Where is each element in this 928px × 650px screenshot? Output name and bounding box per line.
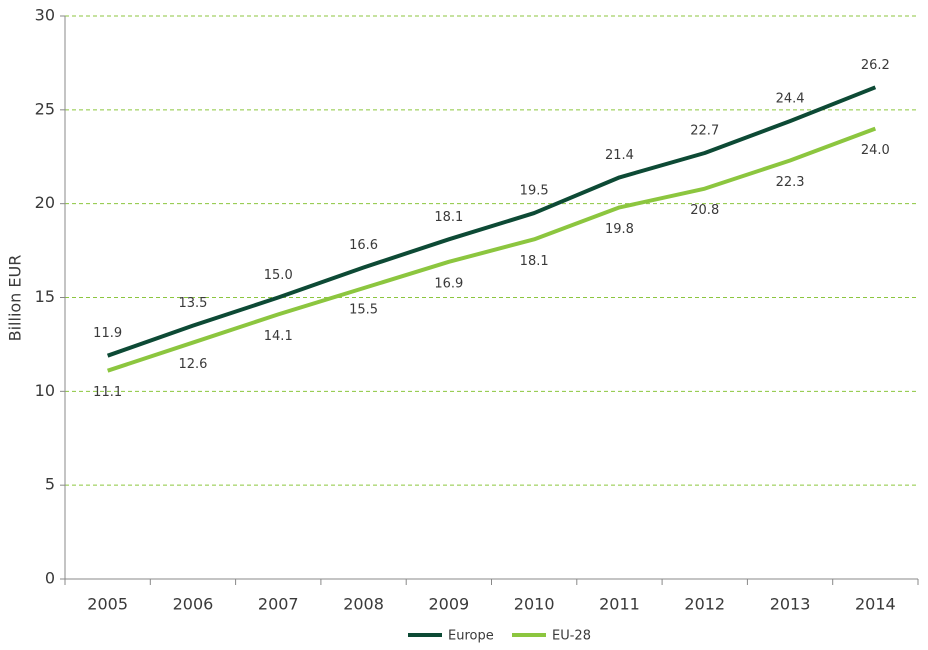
data-label: 22.3 [776,175,805,190]
x-tick-label: 2005 [87,595,128,614]
x-tick-label: 2011 [599,595,640,614]
y-tick-label: 30 [35,6,55,25]
y-tick-label: 10 [35,381,55,400]
y-tick-label: 15 [35,287,55,306]
legend-label: EU-28 [552,629,591,644]
data-label: 24.4 [776,92,805,107]
data-label: 14.1 [264,329,293,344]
x-tick-label: 2014 [855,595,896,614]
x-tick-label: 2006 [173,595,214,614]
x-tick-label: 2009 [428,595,469,614]
data-label: 19.8 [605,222,634,237]
data-label: 15.5 [349,303,378,318]
x-tick-label: 2013 [770,595,811,614]
data-label: 21.4 [605,148,634,163]
data-label: 11.1 [93,385,122,400]
legend-label: Europe [448,629,494,644]
data-label: 16.9 [434,276,463,291]
data-label: 16.6 [349,238,378,253]
data-label: 13.5 [178,296,207,311]
data-label: 20.8 [690,203,719,218]
data-label: 22.7 [690,123,719,138]
y-tick-label: 20 [35,193,55,212]
series-line [106,85,877,358]
x-tick-label: 2012 [684,595,725,614]
x-tick-label: 2008 [343,595,384,614]
data-label: 19.5 [520,184,549,199]
data-label: 24.0 [861,143,890,158]
y-tick-label: 0 [45,569,55,588]
data-label: 12.6 [178,357,207,372]
y-axis-label: Billion EUR [6,255,25,342]
data-label: 15.0 [264,268,293,283]
data-label: 18.1 [434,210,463,225]
y-tick-label: 5 [45,475,55,494]
x-tick-label: 2007 [258,595,299,614]
y-tick-label: 25 [35,99,55,118]
series-line [107,126,877,373]
data-label: 18.1 [520,254,549,269]
data-label: 11.9 [93,326,122,341]
x-tick-label: 2010 [514,595,555,614]
data-label: 26.2 [861,58,890,73]
